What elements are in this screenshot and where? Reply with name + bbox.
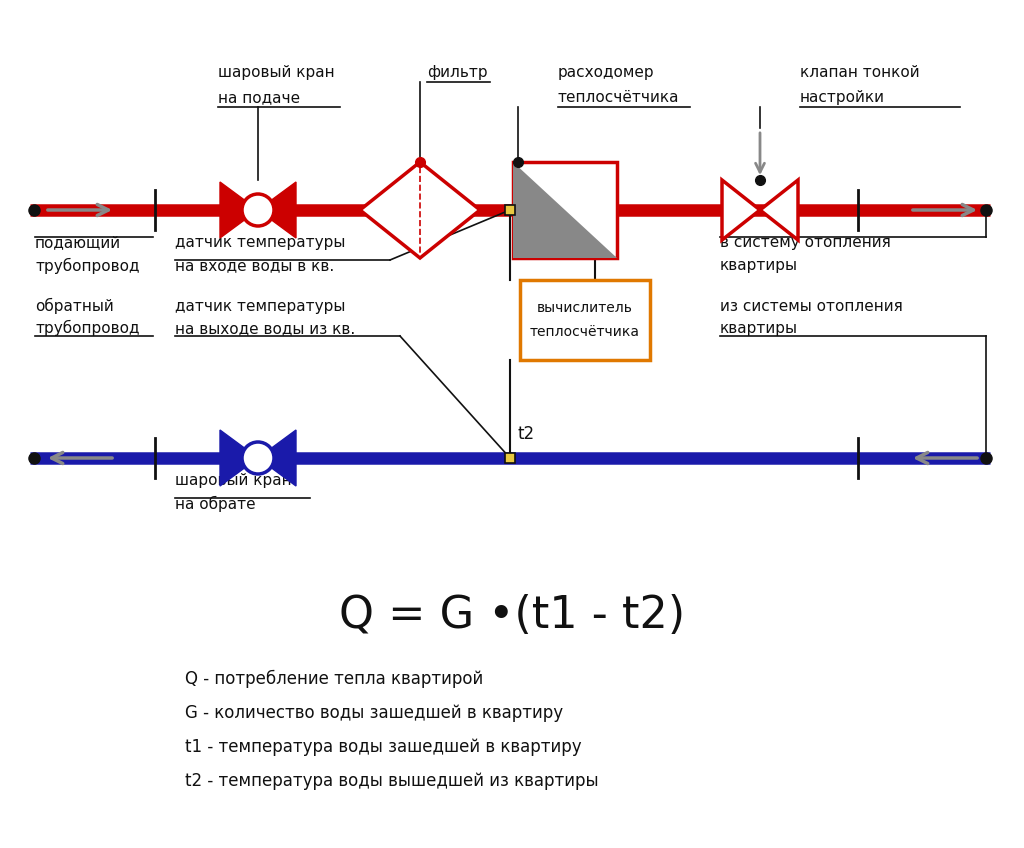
- Text: на подаче: на подаче: [218, 90, 300, 105]
- Polygon shape: [722, 180, 760, 240]
- Text: теплосчётчика: теплосчётчика: [558, 90, 680, 105]
- FancyBboxPatch shape: [505, 205, 515, 215]
- Polygon shape: [220, 182, 258, 238]
- Text: G: G: [603, 225, 615, 243]
- Polygon shape: [258, 430, 296, 486]
- Polygon shape: [513, 162, 617, 258]
- Text: подающий: подающий: [35, 235, 121, 250]
- Text: в систему отопления: в систему отопления: [720, 235, 891, 250]
- Polygon shape: [258, 182, 296, 238]
- Text: на входе воды в кв.: на входе воды в кв.: [175, 258, 334, 273]
- Text: t1: t1: [518, 225, 536, 243]
- Text: t2: t2: [518, 425, 536, 443]
- Text: клапан тонкой: клапан тонкой: [800, 65, 920, 80]
- Text: квартиры: квартиры: [720, 321, 798, 336]
- Text: t2 - температура воды вышедшей из квартиры: t2 - температура воды вышедшей из кварти…: [185, 772, 599, 790]
- Text: настройки: настройки: [800, 90, 885, 105]
- Circle shape: [242, 194, 274, 226]
- Text: Q = G •(t1 - t2): Q = G •(t1 - t2): [339, 594, 685, 637]
- Polygon shape: [220, 430, 258, 486]
- Text: фильтр: фильтр: [427, 65, 487, 80]
- Text: Q - потребление тепла квартирой: Q - потребление тепла квартирой: [185, 670, 483, 689]
- Text: трубопровод: трубопровод: [35, 258, 139, 274]
- Polygon shape: [760, 180, 798, 240]
- Text: обратный: обратный: [35, 298, 114, 314]
- Text: расходомер: расходомер: [558, 65, 654, 80]
- Text: шаровый кран: шаровый кран: [218, 65, 335, 80]
- Text: из системы отопления: из системы отопления: [720, 299, 903, 314]
- Text: квартиры: квартиры: [720, 258, 798, 273]
- Text: трубопровод: трубопровод: [35, 320, 139, 336]
- Text: вычислитель: вычислитель: [537, 301, 633, 315]
- Text: на обрате: на обрате: [175, 496, 256, 512]
- FancyBboxPatch shape: [513, 162, 617, 258]
- Text: датчик температуры: датчик температуры: [175, 235, 345, 250]
- Text: G - количество воды зашедшей в квартиру: G - количество воды зашедшей в квартиру: [185, 704, 563, 722]
- FancyBboxPatch shape: [505, 453, 515, 463]
- Text: t1 - температура воды зашедшей в квартиру: t1 - температура воды зашедшей в квартир…: [185, 738, 582, 756]
- FancyBboxPatch shape: [520, 280, 650, 360]
- Circle shape: [242, 442, 274, 474]
- Text: теплосчётчика: теплосчётчика: [530, 325, 640, 339]
- Text: датчик температуры: датчик температуры: [175, 299, 345, 314]
- Text: на выходе воды из кв.: на выходе воды из кв.: [175, 321, 355, 336]
- Polygon shape: [360, 162, 480, 258]
- Text: шаровый кран: шаровый кран: [175, 473, 292, 488]
